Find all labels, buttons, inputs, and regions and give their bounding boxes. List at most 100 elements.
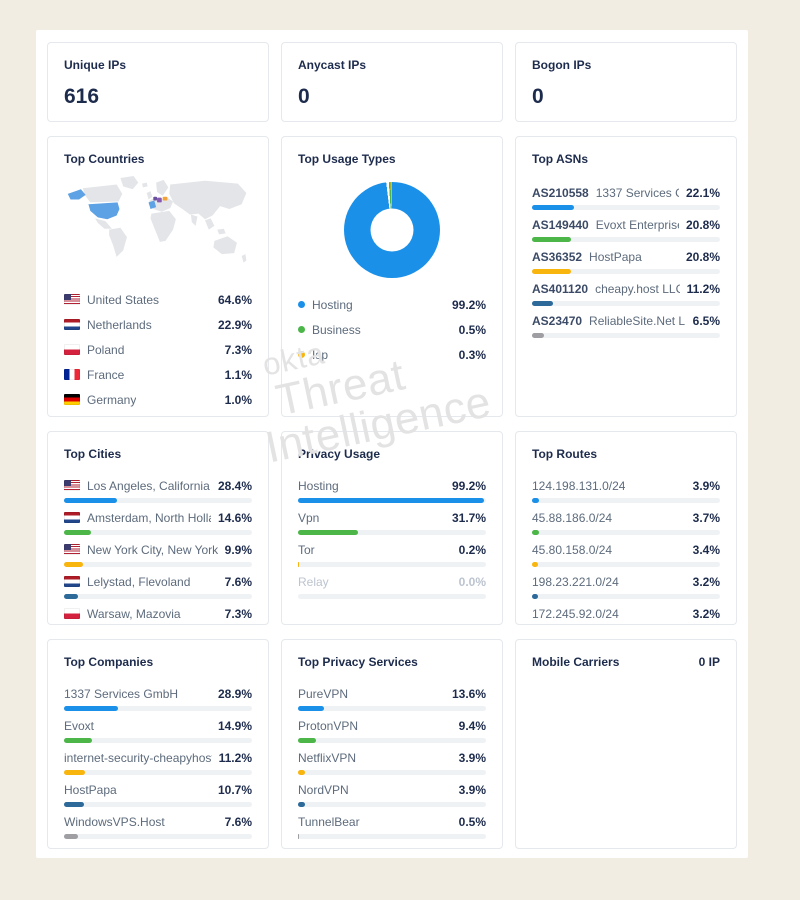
list-item: Tor 0.2% <box>298 541 486 567</box>
item-label: HostPapa <box>64 782 117 797</box>
list-item: Amsterdam, North Holland 14.6% <box>64 509 252 535</box>
map-iceland <box>142 182 148 188</box>
item-percent: 9.9% <box>224 542 252 557</box>
item-label: Amsterdam, North Holland <box>87 510 211 525</box>
map-indonesia <box>217 228 226 235</box>
fr-flag-icon <box>64 369 80 380</box>
map-uk <box>146 191 153 200</box>
asn-code: AS210558 <box>532 185 589 200</box>
bar-fill <box>532 205 574 210</box>
map-africa <box>150 210 176 242</box>
item-percent: 22.9% <box>217 317 252 332</box>
list-item: Warsaw, Mazovia 7.3% <box>64 605 252 624</box>
bar-fill <box>64 498 118 503</box>
item-label: Vpn <box>298 510 320 525</box>
list-item: internet-security-cheapyhost 11.2% <box>64 749 252 775</box>
bar-track <box>64 706 252 711</box>
item-label: 45.88.186.0/24 <box>532 510 613 525</box>
top-companies-list: 1337 Services GmbH 28.9% Evoxt 14.9% interne… <box>64 685 252 839</box>
list-item: Los Angeles, California 28.4% <box>64 477 252 503</box>
list-item: AS401120 cheapy.host LLC 11.2% <box>532 280 720 306</box>
item-percent: 3.9% <box>692 478 720 493</box>
item-label: WindowsVPS.Host <box>64 814 165 829</box>
item-percent: 9.4% <box>458 718 486 733</box>
top-routes-list: 124.198.131.0/24 3.9% 45.88.186.0/24 3.7% 45… <box>532 477 720 624</box>
map-se-asia <box>205 218 215 230</box>
bar-fill <box>532 301 554 306</box>
item-label: New York City, New York <box>87 542 218 557</box>
card-top-privacy-services: Top Privacy Services PureVPN 13.6% ProtonV… <box>281 639 503 849</box>
card-privacy-usage: Privacy Usage Hosting 99.2% Vpn 31.7% Tor 0.2… <box>281 431 503 625</box>
item-percent: 20.8% <box>685 249 720 264</box>
item-label: Lelystad, Flevoland <box>87 574 191 589</box>
item-percent: 6.5% <box>692 313 720 328</box>
bar-track <box>298 770 486 775</box>
item-label: Isp <box>312 347 329 362</box>
item-label: Business <box>312 322 361 337</box>
bar-track <box>532 333 720 338</box>
bar-fill <box>532 498 540 503</box>
world-map <box>67 176 247 263</box>
item-label: NordVPN <box>298 782 349 797</box>
item-label: Relay <box>298 574 329 589</box>
card-top-companies: Top Companies 1337 Services GmbH 28.9% Evo… <box>47 639 269 849</box>
bar-fill <box>532 237 572 242</box>
item-percent: 7.3% <box>224 606 252 621</box>
card-title: Privacy Usage <box>298 447 381 461</box>
bar-track <box>64 834 252 839</box>
item-label: ReliableSite.Net LLC <box>589 313 686 328</box>
map-france-highlight <box>148 200 157 209</box>
de-flag-icon <box>64 394 80 405</box>
item-percent: 0.3% <box>458 347 486 362</box>
bar-track <box>532 269 720 274</box>
bar-track <box>298 802 486 807</box>
item-percent: 1.0% <box>224 392 252 407</box>
card-top-routes: Top Routes 124.198.131.0/24 3.9% 45.88.186… <box>515 431 737 625</box>
bar-track <box>532 237 720 242</box>
item-label: PureVPN <box>298 686 349 701</box>
map-india <box>190 214 198 226</box>
item-label: France <box>87 367 125 382</box>
list-item: New York City, New York 9.9% <box>64 541 252 567</box>
item-label: ProtonVPN <box>298 718 359 733</box>
stat-label: Bogon IPs <box>532 58 592 72</box>
card-bogon-ips: Bogon IPs 0 <box>515 42 737 122</box>
list-item: Business 0.5% <box>298 321 486 338</box>
card-unique-ips: Unique IPs 616 <box>47 42 269 122</box>
item-label: Evoxt Enterprise <box>595 217 679 232</box>
item-percent: 10.7% <box>217 782 252 797</box>
map-australia <box>213 236 237 255</box>
stat-label: Anycast IPs <box>298 58 367 72</box>
card-top-asns: Top ASNs AS210558 1337 Services GmbH 22.1%… <box>515 136 737 417</box>
list-item: Germany 1.0% <box>64 391 252 408</box>
item-percent: 7.3% <box>224 342 252 357</box>
map-europe <box>148 197 174 212</box>
bar-track <box>298 834 486 839</box>
dashboard-panel: Unique IPs 616 Anycast IPs 0 Bogon IPs 0… <box>36 30 748 858</box>
item-label: 124.198.131.0/24 <box>532 478 626 493</box>
map-japan <box>235 197 241 207</box>
bar-track <box>532 301 720 306</box>
map-us-highlight <box>88 202 120 220</box>
top-privacy-services-list: PureVPN 13.6% ProtonVPN 9.4% NetflixVPN 3.9% N… <box>298 685 486 839</box>
card-title: Top Usage Types <box>298 152 396 166</box>
card-title: Top Privacy Services <box>298 655 418 669</box>
stat-value: 616 <box>64 85 100 108</box>
item-percent: 0.0% <box>458 574 486 589</box>
item-label: Poland <box>87 342 125 357</box>
item-label: HostPapa <box>589 249 642 264</box>
legend-dot-icon <box>298 301 305 308</box>
card-title: Top Routes <box>532 447 598 461</box>
map-netherlands-highlight <box>153 196 158 201</box>
bar-track <box>532 530 720 535</box>
item-percent: 22.1% <box>685 185 720 200</box>
item-percent: 7.6% <box>224 574 252 589</box>
item-label: Warsaw, Mazovia <box>87 606 181 621</box>
item-percent: 0.5% <box>458 322 486 337</box>
bar-fill <box>64 834 79 839</box>
item-percent: 31.7% <box>451 510 486 525</box>
list-item: 1337 Services GmbH 28.9% <box>64 685 252 711</box>
bar-fill <box>532 562 539 567</box>
bar-track <box>64 530 252 535</box>
item-label: Netherlands <box>87 317 152 332</box>
